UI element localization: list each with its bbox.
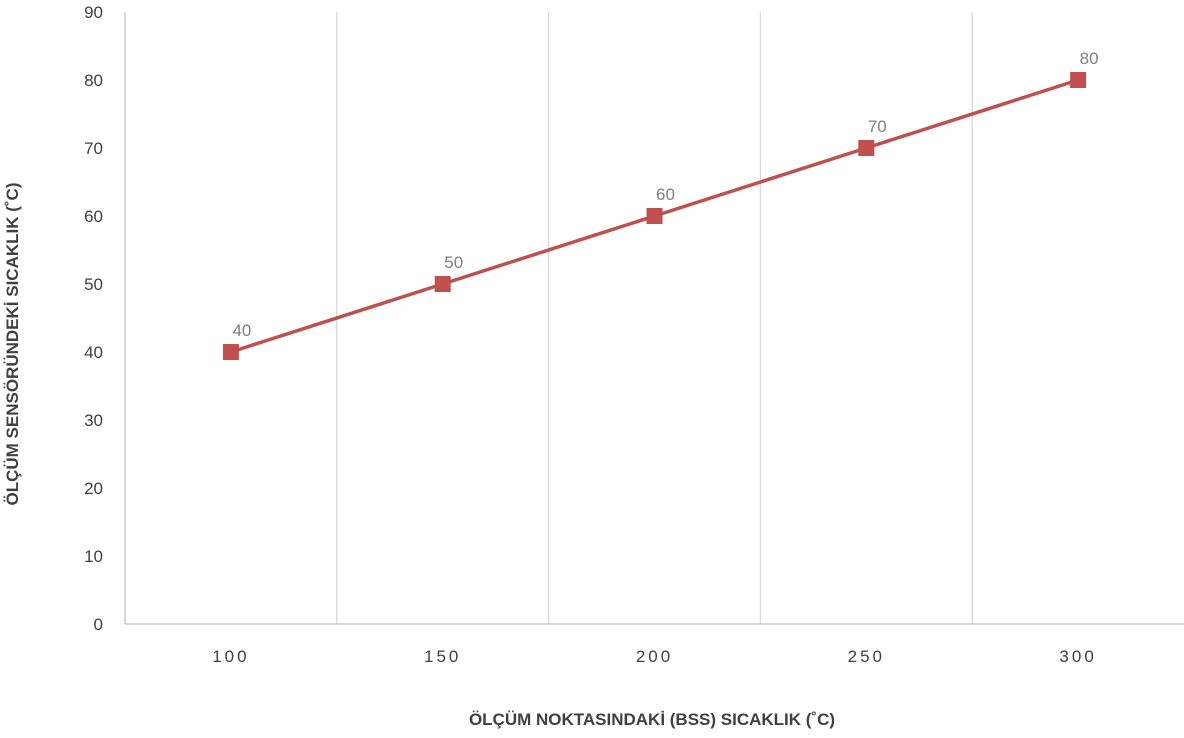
y-tick-labels: 0 10 20 30 40 50 60 70 80 90: [84, 3, 103, 634]
x-tick-labels: 100 150 200 250 300: [212, 647, 1096, 666]
data-labels: 40 50 60 70 80: [232, 49, 1098, 340]
y-tick-label: 70: [84, 139, 103, 158]
y-tick-label: 50: [84, 275, 103, 294]
data-point-marker: [858, 140, 875, 156]
data-label: 50: [444, 253, 463, 272]
data-label: 60: [656, 185, 675, 204]
axes: [124, 12, 1184, 625]
data-label: 40: [232, 321, 251, 340]
y-tick-label: 10: [84, 547, 103, 566]
x-tick-label: 300: [1059, 647, 1096, 666]
data-label: 70: [868, 117, 887, 136]
data-label: 80: [1080, 49, 1099, 68]
y-tick-label: 20: [84, 479, 103, 498]
x-tick-label: 200: [636, 647, 673, 666]
x-tick-label: 250: [848, 647, 885, 666]
x-axis-title: ÖLÇÜM NOKTASINDAKİ (BSS) SICAKLIK (˚C): [469, 710, 835, 729]
data-point-marker: [222, 344, 239, 360]
data-point-marker: [434, 276, 451, 292]
y-axis-title: ÖLÇÜM SENSÖRÜNDEKİ SICAKLIK (˚C): [3, 183, 22, 506]
y-tick-label: 90: [84, 3, 103, 22]
x-tick-label: 150: [424, 647, 461, 666]
y-tick-label: 80: [84, 71, 103, 90]
data-point-marker: [646, 208, 663, 224]
y-tick-label: 40: [84, 343, 103, 362]
series-group: [222, 72, 1087, 360]
x-tick-label: 100: [212, 647, 249, 666]
y-tick-label: 60: [84, 207, 103, 226]
y-tick-label: 0: [94, 615, 103, 634]
data-point-marker: [1070, 72, 1087, 88]
y-tick-label: 30: [84, 411, 103, 430]
gridlines: [336, 12, 973, 624]
